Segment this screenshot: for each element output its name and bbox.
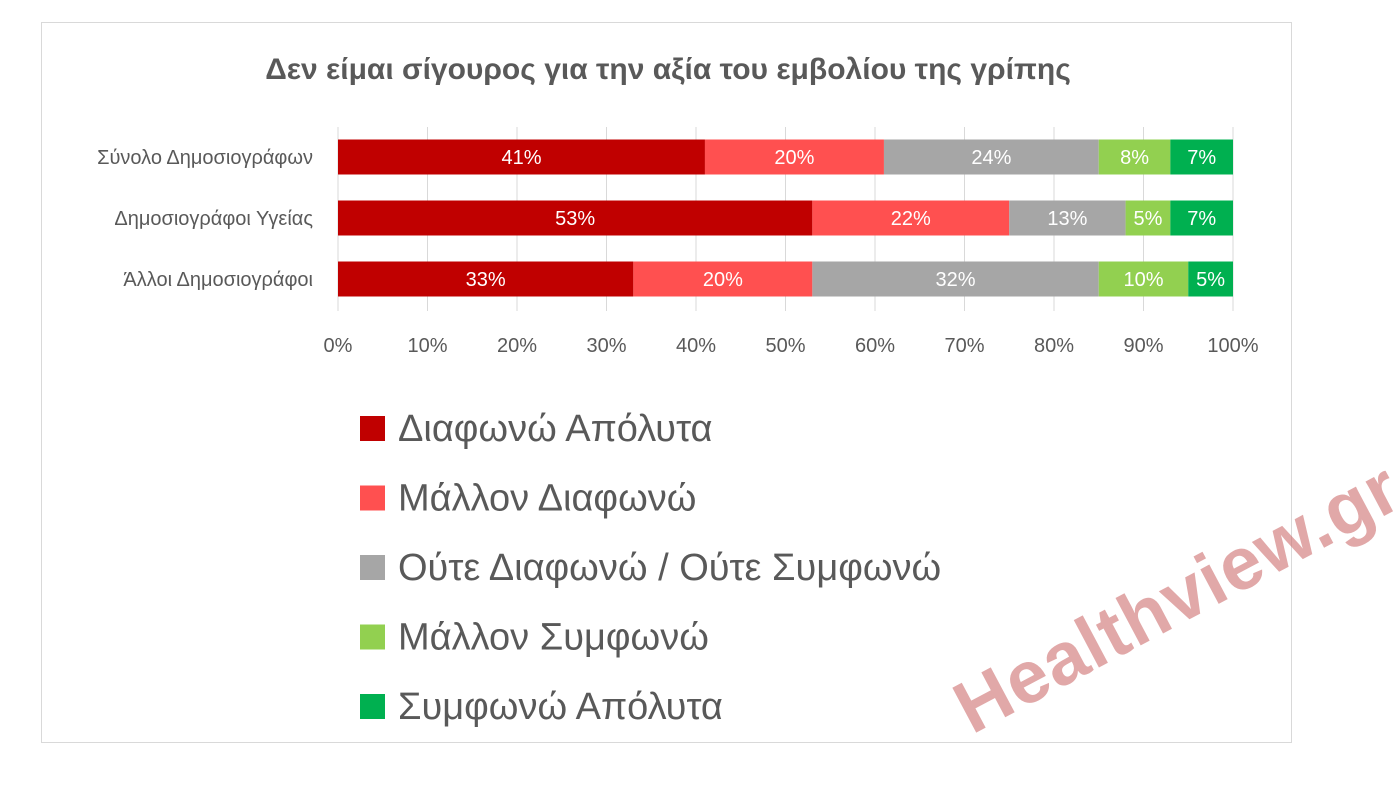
- bar-segment: [704, 139, 884, 175]
- x-tick-label: 90%: [1123, 335, 1163, 357]
- bar-segment: [338, 261, 634, 297]
- bar-segment: [633, 261, 813, 297]
- bar-segment: [1188, 261, 1233, 297]
- x-tick-label: 50%: [765, 335, 805, 357]
- x-tick-label: 20%: [497, 335, 537, 357]
- category-label: Σύνολο Δημοσιογράφων: [97, 147, 313, 169]
- chart-title: Δεν είμαι σίγουρος για την αξία του εμβο…: [265, 53, 1071, 86]
- legend-label: Μάλλον Συμφωνώ: [398, 617, 709, 659]
- legend-swatch: [360, 694, 385, 719]
- bar-segment: [1009, 200, 1126, 236]
- data-label: 33%: [466, 269, 506, 291]
- legend-label: Μάλλον Διαφωνώ: [398, 478, 696, 520]
- data-labels: 41% 20% 24% 8% 7% 53% 22% 13% 5% 7% 33% 20% 32% 10% 5%: [466, 147, 1226, 291]
- legend-swatch: [360, 555, 385, 580]
- data-label: 13%: [1047, 208, 1087, 230]
- x-tick-label: 100%: [1207, 335, 1258, 357]
- bar-segment: [1098, 261, 1189, 297]
- bar-segment: [812, 261, 1099, 297]
- legend: Διαφωνώ Απόλυτα Μάλλον Διαφωνώ Ούτε Διαφων…: [360, 408, 941, 728]
- data-label: 24%: [971, 147, 1011, 169]
- bar-segment: [1098, 139, 1171, 175]
- data-label: 5%: [1196, 269, 1225, 291]
- x-tick-label: 10%: [407, 335, 447, 357]
- data-label: 22%: [891, 208, 931, 230]
- bar-segment: [812, 200, 1010, 236]
- data-label: 8%: [1120, 147, 1149, 169]
- legend-swatch: [360, 416, 385, 441]
- data-label: 53%: [555, 208, 595, 230]
- chart-frame: Δεν είμαι σίγουρος για την αξία του εμβο…: [41, 22, 1292, 743]
- legend-label: Διαφωνώ Απόλυτα: [398, 408, 713, 450]
- legend-swatch: [360, 624, 385, 650]
- legend-swatch: [360, 485, 385, 511]
- data-label: 41%: [501, 147, 541, 169]
- category-label: Άλλοι Δημοσιογράφοι: [123, 269, 313, 291]
- x-tick-label: 80%: [1034, 335, 1074, 357]
- data-label: 10%: [1123, 269, 1163, 291]
- bar-segments: [338, 139, 1233, 297]
- legend-label: Ούτε Διαφωνώ / Ούτε Συμφωνώ: [398, 547, 941, 589]
- bar-segment: [1170, 139, 1233, 175]
- x-tick-label: 70%: [944, 335, 984, 357]
- legend-label: Συμφωνώ Απόλυτα: [398, 686, 723, 728]
- data-label: 20%: [703, 269, 743, 291]
- category-labels: Σύνολο Δημοσιογράφων Δημοσιογράφοι Υγείας…: [97, 147, 313, 291]
- bar-segment: [1170, 200, 1233, 236]
- x-tick-label: 60%: [855, 335, 895, 357]
- x-tick-label: 30%: [586, 335, 626, 357]
- chart-svg: Δεν είμαι σίγουρος για την αξία του εμβο…: [97, 53, 1259, 728]
- bar-segment: [338, 200, 813, 236]
- bar-segment: [883, 139, 1099, 175]
- x-tick-label: 0%: [324, 335, 353, 357]
- data-label: 7%: [1187, 208, 1216, 230]
- bar-segment: [338, 139, 705, 175]
- category-label: Δημοσιογράφοι Υγείας: [114, 208, 313, 230]
- x-tick-label: 40%: [676, 335, 716, 357]
- data-label: 32%: [936, 269, 976, 291]
- data-label: 7%: [1187, 147, 1216, 169]
- bar-segment: [1125, 200, 1171, 236]
- data-label: 5%: [1134, 208, 1163, 230]
- x-axis-tick-labels: 0% 10% 20% 30% 40% 50% 60% 70% 80% 90% 100%: [324, 335, 1259, 357]
- data-label: 20%: [774, 147, 814, 169]
